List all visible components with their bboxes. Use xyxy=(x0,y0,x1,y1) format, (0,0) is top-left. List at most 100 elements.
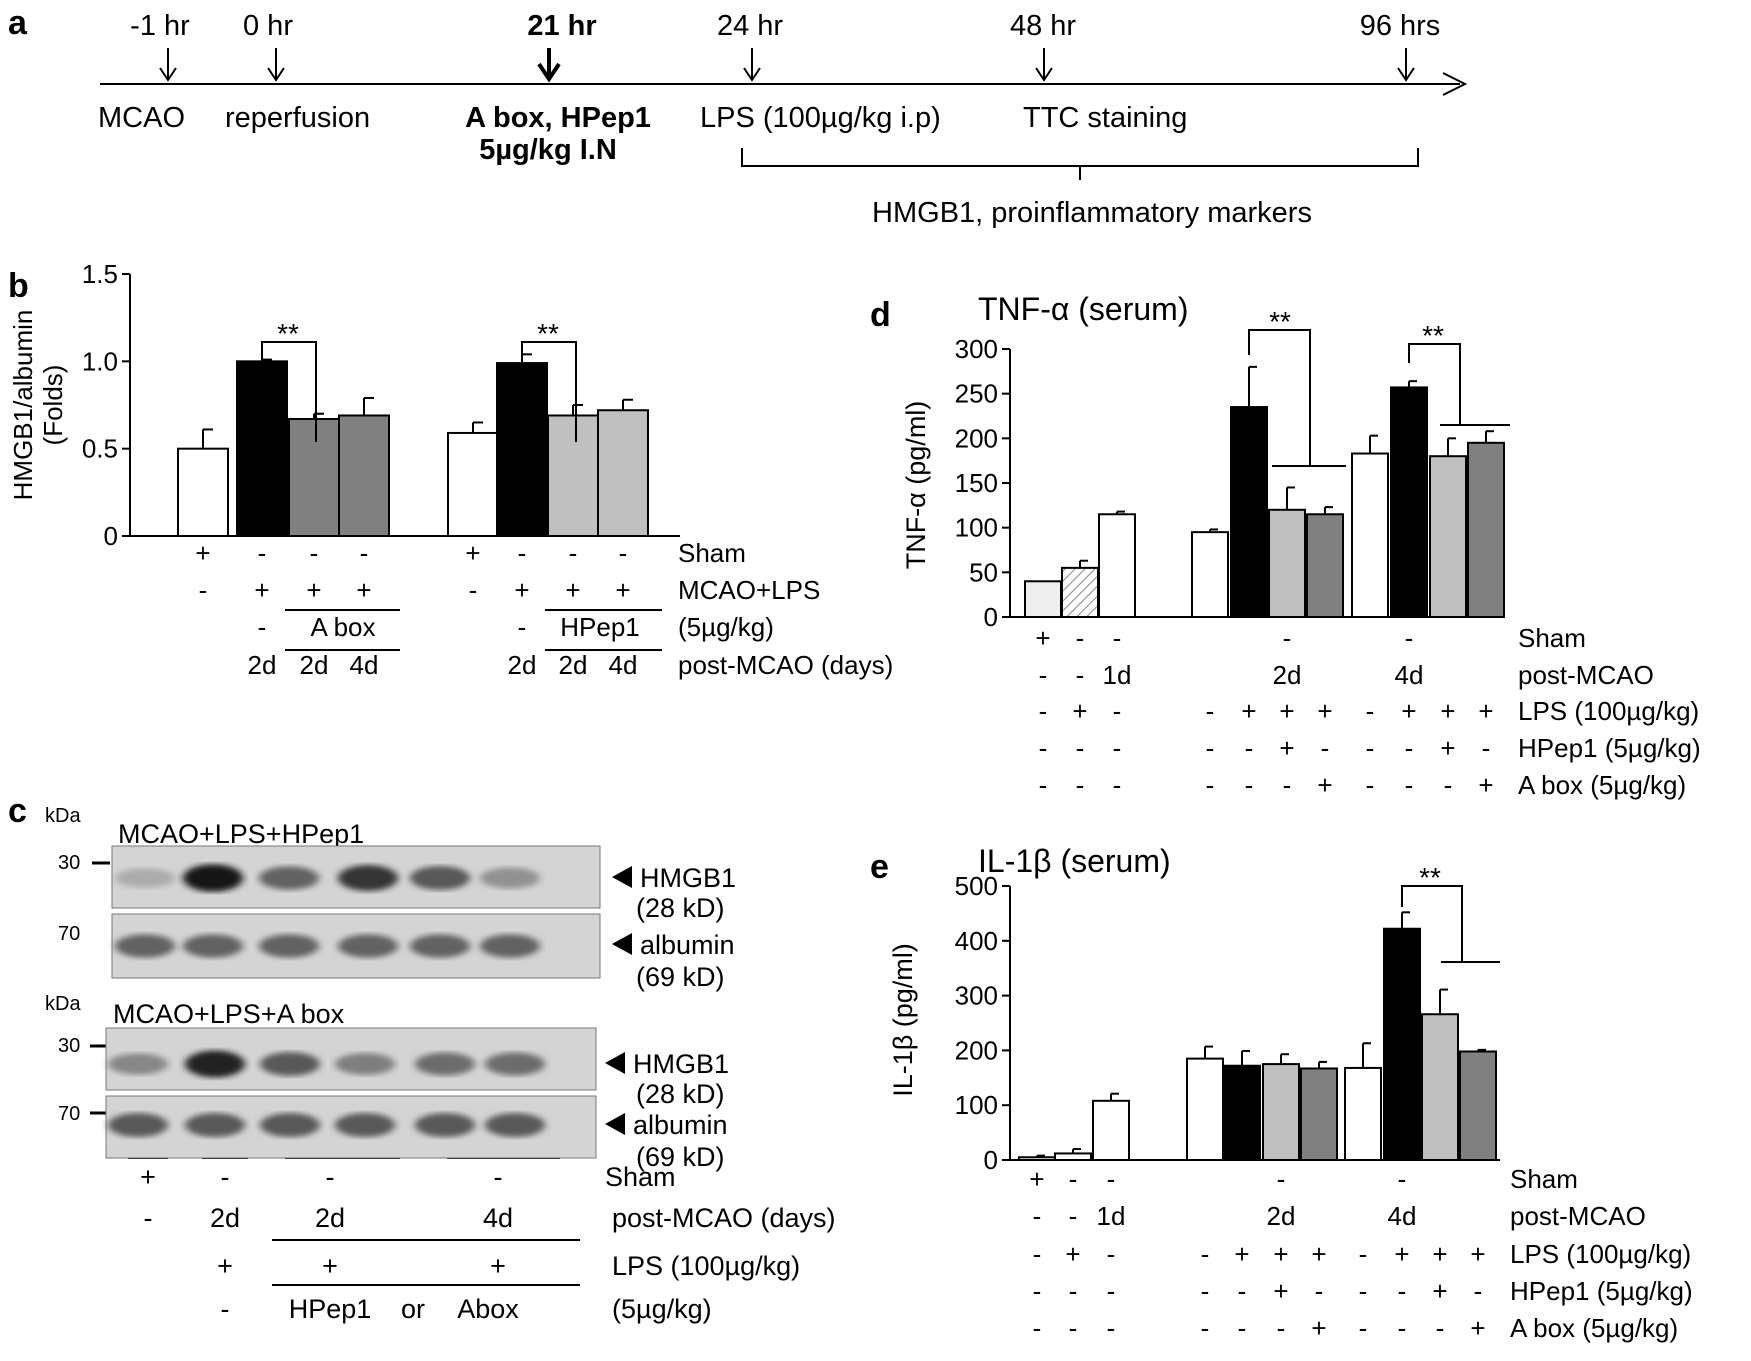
event-treatment: A box, HPep1 xyxy=(465,102,651,134)
time-marker-21: 21 hr xyxy=(527,10,597,83)
table-cell: - xyxy=(1107,1313,1116,1343)
svg-text:HMGB1: HMGB1 xyxy=(640,863,736,893)
table-cell: - xyxy=(1107,1239,1116,1269)
band-hmgb1-bottom xyxy=(185,1050,245,1078)
table-cell: + xyxy=(1470,1313,1485,1343)
table-row-label: HPep1 (5µg/kg) xyxy=(1510,1276,1693,1306)
table-cell: - xyxy=(1039,696,1048,726)
bracket-label: HMGB1, proinflammatory markers xyxy=(872,197,1312,229)
table-cell: 2d xyxy=(1267,1201,1296,1231)
band-albumin-top xyxy=(338,934,398,958)
bar xyxy=(1230,406,1268,619)
table-cell: - xyxy=(1283,623,1292,653)
blot-table-cell: - xyxy=(221,1162,230,1192)
panel-c-blots: c kDa MCAO+LPS+HPep1 30 70 kDa MCAO+LPS+… xyxy=(8,792,836,1324)
bar xyxy=(236,360,288,538)
table-row-label: LPS (100µg/kg) xyxy=(1510,1239,1691,1269)
table-cell: - xyxy=(1069,1164,1078,1194)
table-row-label: post-MCAO xyxy=(1510,1201,1646,1231)
table-row-label: Sham xyxy=(1518,623,1586,653)
bar xyxy=(447,431,499,537)
bar xyxy=(1300,1067,1338,1162)
band-albumin-bottom xyxy=(485,1113,545,1137)
table-cell: - xyxy=(518,612,527,642)
table-cell: - xyxy=(1076,733,1085,763)
table-cell: + xyxy=(1279,733,1294,763)
table-cell: - xyxy=(518,538,527,568)
table-cell: HPep1 xyxy=(560,612,640,642)
panel-e-chart: e 0 100 200 300 400 500 IL-1β (pg/ml) IL-1β (se… xyxy=(870,843,1693,1343)
y-tick-label: 0.5 xyxy=(82,434,118,464)
marker-70-bottom: 70 xyxy=(58,1103,80,1125)
y-axis-label: TNF-α (pg/ml) xyxy=(901,401,931,570)
band-hmgb1-top xyxy=(338,865,398,891)
band-albumin-bottom xyxy=(260,1113,320,1137)
band-hmgb1-bottom xyxy=(108,1053,168,1075)
significance-label: ** xyxy=(1269,306,1291,337)
blot-title-bottom: MCAO+LPS+A box xyxy=(113,999,345,1029)
y-tick-label: 150 xyxy=(955,468,998,498)
bar xyxy=(1262,1063,1300,1161)
band-albumin-top xyxy=(115,934,175,958)
svg-text:(69 kD): (69 kD) xyxy=(636,1142,725,1172)
blot-table-cell: - xyxy=(326,1162,335,1192)
event-lps: LPS (100µg/kg i.p) xyxy=(700,102,941,134)
significance-bracket xyxy=(521,341,577,442)
table-cell: - xyxy=(1405,733,1414,763)
table-cell: + xyxy=(565,575,580,605)
bar xyxy=(1061,566,1099,618)
time-marker-48: 48 hr xyxy=(1010,10,1076,82)
blot-label-albumin-bottom: albumin (69 kD) xyxy=(605,1110,728,1172)
bar xyxy=(1383,927,1421,1162)
table-cell: 1d xyxy=(1097,1201,1126,1231)
blot-row-label-lps: LPS (100µg/kg) xyxy=(612,1251,800,1281)
marker-30-bottom: 30 xyxy=(58,1035,80,1057)
table-cell: + xyxy=(465,538,480,568)
table-cell: + xyxy=(1478,770,1493,800)
table-cell: - xyxy=(310,538,319,568)
panel-letter-e: e xyxy=(870,848,889,886)
bar xyxy=(1467,441,1505,618)
y-tick-label: 300 xyxy=(955,981,998,1011)
table-cell: - xyxy=(1321,733,1330,763)
table-cell: + xyxy=(1241,696,1256,726)
blot-table-cell: - xyxy=(144,1203,153,1233)
panel-letter-c: c xyxy=(8,792,27,830)
band-hmgb1-bottom xyxy=(335,1053,395,1075)
band-albumin-top xyxy=(410,934,470,958)
table-cell: + xyxy=(1035,623,1050,653)
table-cell: - xyxy=(1206,770,1215,800)
band-hmgb1-top xyxy=(480,867,540,889)
band-hmgb1-bottom xyxy=(485,1052,545,1076)
table-cell: 4d xyxy=(609,650,638,680)
band-hmgb1-top xyxy=(259,866,319,890)
table-cell: - xyxy=(258,538,267,568)
table-cell: - xyxy=(1107,1164,1116,1194)
blot-table-cell: 4d xyxy=(483,1203,513,1233)
table-cell: - xyxy=(1398,1313,1407,1343)
band-albumin-bottom xyxy=(185,1113,245,1137)
bar xyxy=(547,414,599,538)
bar xyxy=(1054,1152,1092,1161)
band-hmgb1-bottom xyxy=(260,1052,320,1076)
table-cell: - xyxy=(1245,770,1254,800)
table-cell: - xyxy=(360,538,369,568)
table-cell: - xyxy=(569,538,578,568)
table-cell: - xyxy=(1436,1313,1445,1343)
bar xyxy=(1421,1013,1459,1161)
table-cell: - xyxy=(1113,770,1122,800)
table-cell: - xyxy=(1201,1276,1210,1306)
bar xyxy=(1306,513,1344,618)
table-cell: - xyxy=(1033,1276,1042,1306)
table-row-label: LPS (100µg/kg) xyxy=(1518,696,1699,726)
table-cell: - xyxy=(1444,770,1453,800)
bar xyxy=(177,447,229,537)
table-cell: + xyxy=(615,575,630,605)
table-cell: - xyxy=(1366,770,1375,800)
timeline-arrowhead xyxy=(1442,72,1468,96)
band-albumin-bottom xyxy=(335,1113,395,1137)
blot-label-albumin-top: albumin (69 kD) xyxy=(612,930,735,992)
table-cell: - xyxy=(1069,1276,1078,1306)
table-cell: + xyxy=(1311,1313,1326,1343)
